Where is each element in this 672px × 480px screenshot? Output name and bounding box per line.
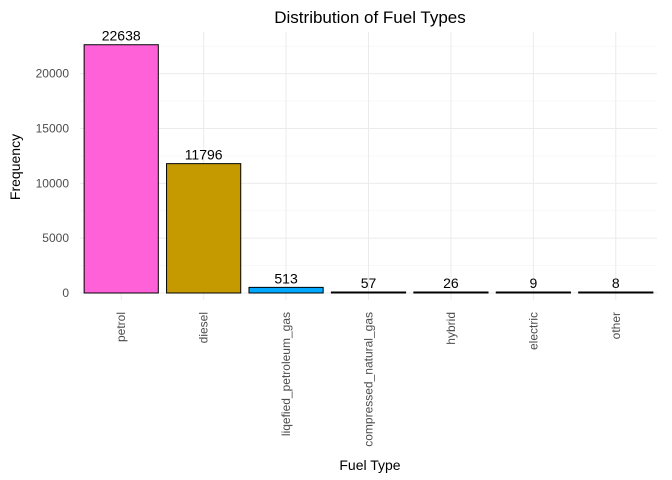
x-tick-label-hybrid: hybrid (444, 312, 458, 345)
x-tick-label-electric: electric (526, 312, 540, 350)
x-tick-label-liqefied_petroleum_gas: liqefied_petroleum_gas (279, 312, 293, 436)
y-tick-label: 10000 (36, 176, 70, 190)
x-tick-label-other: other (609, 312, 623, 339)
data-label-liqefied_petroleum_gas: 513 (274, 270, 298, 286)
x-tick-label-compressed_natural_gas: compressed_natural_gas (362, 312, 376, 447)
y-axis-ticks: 0 5000 10000 15000 20000 (36, 67, 70, 300)
y-tick-label: 20000 (36, 67, 70, 81)
bar-electric (495, 291, 571, 294)
bar-diesel (166, 163, 242, 294)
bar-compressed_natural_gas (330, 291, 407, 294)
data-label-diesel: 11796 (185, 147, 223, 163)
x-tick-label-diesel: diesel (197, 312, 211, 343)
x-tick-label-petrol: petrol (114, 312, 128, 342)
bars (83, 44, 654, 294)
bar-petrol (83, 44, 159, 294)
bar-liqefied_petroleum_gas (248, 286, 324, 294)
data-labels: 22638 11796 513 57 26 9 8 (102, 28, 620, 291)
bar-other (578, 291, 654, 294)
y-tick-label: 5000 (42, 231, 69, 245)
y-tick-label: 0 (62, 286, 69, 300)
data-label-other: 8 (612, 275, 620, 291)
chart-title: Distribution of Fuel Types (274, 8, 466, 27)
data-label-hybrid: 26 (443, 275, 459, 291)
data-label-petrol: 22638 (102, 28, 141, 44)
x-axis-ticks: petrol diesel liqefied_petroleum_gas compre… (114, 312, 623, 447)
x-axis-title: Fuel Type (339, 457, 400, 473)
data-label-electric: 9 (529, 275, 537, 291)
y-tick-label: 15000 (36, 122, 70, 136)
bar-hybrid (413, 291, 489, 294)
y-axis-title: Frequency (7, 134, 23, 200)
data-label-compressed_natural_gas: 57 (361, 275, 377, 291)
